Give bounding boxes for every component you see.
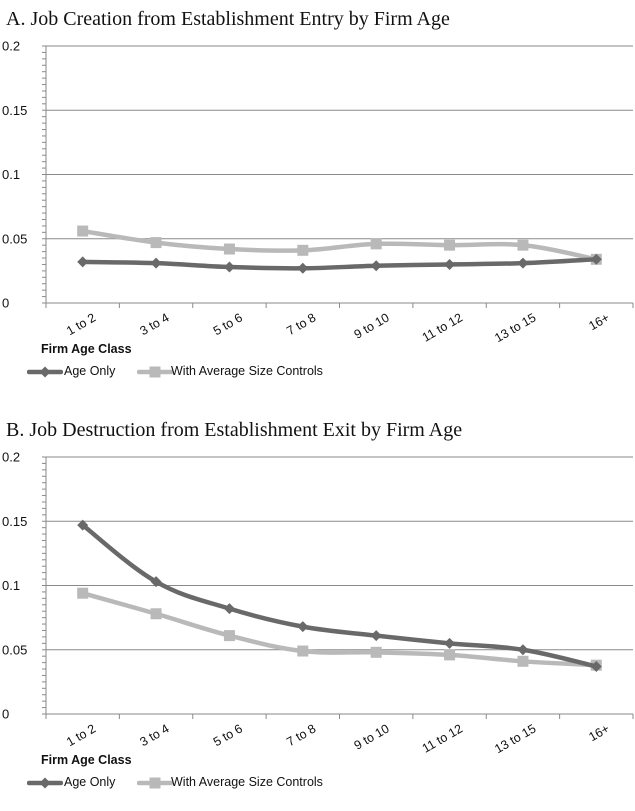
x-tick-label: 1 to 2 (64, 721, 98, 749)
y-tick-label: 0.1 (2, 167, 20, 182)
legend-swatch-marker (39, 777, 51, 789)
data-point-diamond (150, 257, 162, 269)
data-point-square (223, 243, 235, 255)
data-point-square (370, 238, 382, 250)
data-point-square (297, 244, 309, 256)
x-tick-label: 3 to 4 (137, 310, 171, 338)
legend-label: With Average Size Controls (171, 775, 323, 789)
data-point-diamond (223, 603, 235, 615)
x-tick-label: 3 to 4 (137, 721, 171, 749)
x-tick-label: 11 to 12 (420, 721, 465, 755)
chart-title: B. Job Destruction from Establishment Ex… (6, 419, 463, 441)
data-point-diamond (444, 258, 456, 270)
x-axis-label: Firm Age Class (41, 753, 132, 767)
chart-panel-a: A. Job Creation from Establishment Entry… (0, 0, 635, 400)
data-point-square (444, 649, 456, 661)
data-point-diamond (77, 256, 89, 268)
legend-swatch-diamond (27, 366, 63, 378)
data-point-diamond (297, 621, 309, 633)
data-point-square (77, 587, 89, 599)
data-point-square (77, 225, 89, 237)
legend-label: With Average Size Controls (171, 364, 323, 378)
x-tick-label: 5 to 6 (211, 310, 245, 338)
data-point-square (297, 645, 309, 657)
x-tick-label: 16+ (586, 310, 611, 333)
legend-swatch-marker (149, 777, 161, 789)
data-point-diamond (150, 576, 162, 588)
data-point-diamond (223, 261, 235, 273)
data-point-square (150, 608, 162, 620)
data-point-diamond (77, 519, 89, 531)
data-point-diamond (297, 262, 309, 274)
data-point-diamond (517, 644, 529, 656)
y-tick-label: 0.2 (2, 39, 20, 54)
x-tick-label: 16+ (586, 721, 611, 744)
x-tick-label: 5 to 6 (211, 721, 245, 749)
data-point-square (444, 239, 456, 251)
x-tick-label: 7 to 8 (284, 310, 318, 338)
y-tick-label: 0 (2, 707, 9, 722)
legend-swatch-marker (39, 366, 51, 378)
legend-swatch-square (137, 777, 173, 789)
data-point-square (517, 655, 529, 667)
data-point-diamond (444, 637, 456, 649)
legend-swatch-diamond (27, 777, 63, 789)
data-point-square (223, 630, 235, 642)
data-point-diamond (590, 253, 602, 265)
y-tick-label: 0.15 (2, 514, 27, 529)
legend-swatch-square (137, 366, 173, 378)
chart-plot: 0 0.05 0.1 0.15 0.2 1 to 2 3 to 4 5 to 6 7 to 8 9… (2, 39, 634, 345)
legend-label: Age Only (64, 364, 116, 378)
series-line (80, 257, 599, 271)
x-tick-label: 7 to 8 (284, 721, 318, 749)
x-tick-label: 1 to 2 (64, 310, 98, 338)
data-point-diamond (370, 630, 382, 642)
series-line (80, 522, 599, 669)
x-tick-label: 9 to 10 (352, 721, 392, 752)
data-point-diamond (517, 257, 529, 269)
chart-panel-b: B. Job Destruction from Establishment Ex… (0, 411, 635, 811)
x-tick-label: 13 to 15 (492, 721, 538, 756)
x-tick-label: 11 to 12 (420, 310, 465, 344)
series-line (80, 590, 599, 668)
y-tick-label: 0 (2, 296, 9, 311)
data-point-square (150, 237, 162, 249)
y-tick-label: 0.05 (2, 231, 27, 246)
y-tick-label: 0.2 (2, 450, 20, 465)
legend-label: Age Only (64, 775, 116, 789)
x-tick-label: 9 to 10 (352, 310, 392, 341)
x-tick-label: 13 to 15 (492, 310, 538, 345)
y-tick-label: 0.1 (2, 578, 20, 593)
series-line (80, 228, 599, 262)
y-tick-label: 0.15 (2, 103, 27, 118)
data-point-square (517, 239, 529, 251)
data-point-diamond (370, 260, 382, 272)
data-point-diamond (590, 660, 602, 672)
chart-title: A. Job Creation from Establishment Entry… (6, 8, 450, 30)
data-point-square (370, 646, 382, 658)
chart-plot: 0 0.05 0.1 0.15 0.2 1 to 2 3 to 4 5 to 6 7 to 8 9… (2, 450, 634, 756)
legend-swatch-marker (149, 366, 161, 378)
x-axis-label: Firm Age Class (41, 342, 132, 356)
y-tick-label: 0.05 (2, 642, 27, 657)
